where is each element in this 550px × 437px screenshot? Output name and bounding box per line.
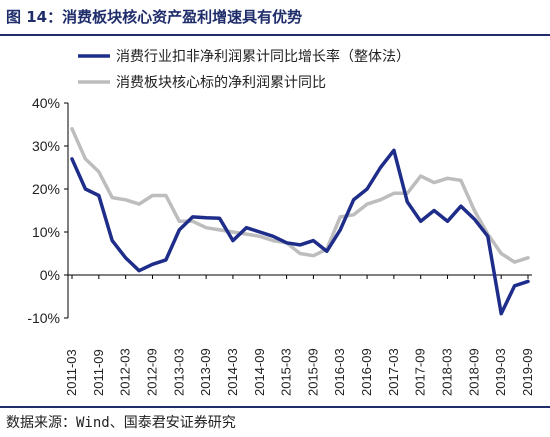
series-lines <box>70 127 530 316</box>
x-tick-label: 2018-09 <box>466 348 481 396</box>
x-tick-label: 2018-03 <box>440 348 455 396</box>
x-tick-label: 2015-09 <box>305 348 320 396</box>
x-tick-label: 2017-09 <box>413 348 428 396</box>
title-rule <box>0 34 550 36</box>
legend-label-1: 消费行业扣非净利润累计同比增长率（整体法） <box>116 48 410 65</box>
figure-title: 图 14：消费板块核心资产盈利增速具有优势 <box>6 8 303 26</box>
y-tick-label: 30% <box>32 138 60 154</box>
x-tick-labels: 2011-03 2011-09 2012-03 2012-09 2013-03 2013-… <box>64 348 535 396</box>
y-tick-label: 40% <box>32 95 60 111</box>
x-tick-label: 2014-09 <box>252 348 267 396</box>
series-line-1 <box>70 148 530 316</box>
x-tick-label: 2012-03 <box>118 348 133 396</box>
y-tick-labels: -10% 0% 10% 20% 30% 40% <box>27 95 60 326</box>
source-rule <box>0 406 550 408</box>
chart-axes <box>64 102 532 319</box>
legend-label-2: 消费板块核心标的净利润累计同比 <box>116 75 326 91</box>
source-note: 数据来源：Wind、国泰君安证券研究 <box>6 415 236 431</box>
y-tick-label: 10% <box>32 224 60 240</box>
x-tick-label: 2011-03 <box>64 349 79 396</box>
x-tick-label: 2015-03 <box>279 348 294 396</box>
x-tick-label: 2014-03 <box>225 348 240 396</box>
x-tick-label: 2012-09 <box>144 348 159 396</box>
y-tick-label: 0% <box>40 267 60 283</box>
x-tick-label: 2016-09 <box>359 348 374 396</box>
x-tick-label: 2017-03 <box>386 348 401 396</box>
x-tick-label: 2019-09 <box>520 348 535 396</box>
x-tick-label: 2013-03 <box>171 348 186 396</box>
x-tick-label: 2019-03 <box>493 348 508 396</box>
series-line-2 <box>70 127 530 264</box>
y-tick-label: 20% <box>32 181 60 197</box>
chart-legend: 消费行业扣非净利润累计同比增长率（整体法） 消费板块核心标的净利润累计同比 <box>78 48 410 91</box>
x-tick-label: 2013-09 <box>198 348 213 396</box>
x-tick-label: 2011-09 <box>91 349 106 396</box>
y-tick-label: -10% <box>27 310 60 326</box>
x-tick-label: 2016-03 <box>332 348 347 396</box>
